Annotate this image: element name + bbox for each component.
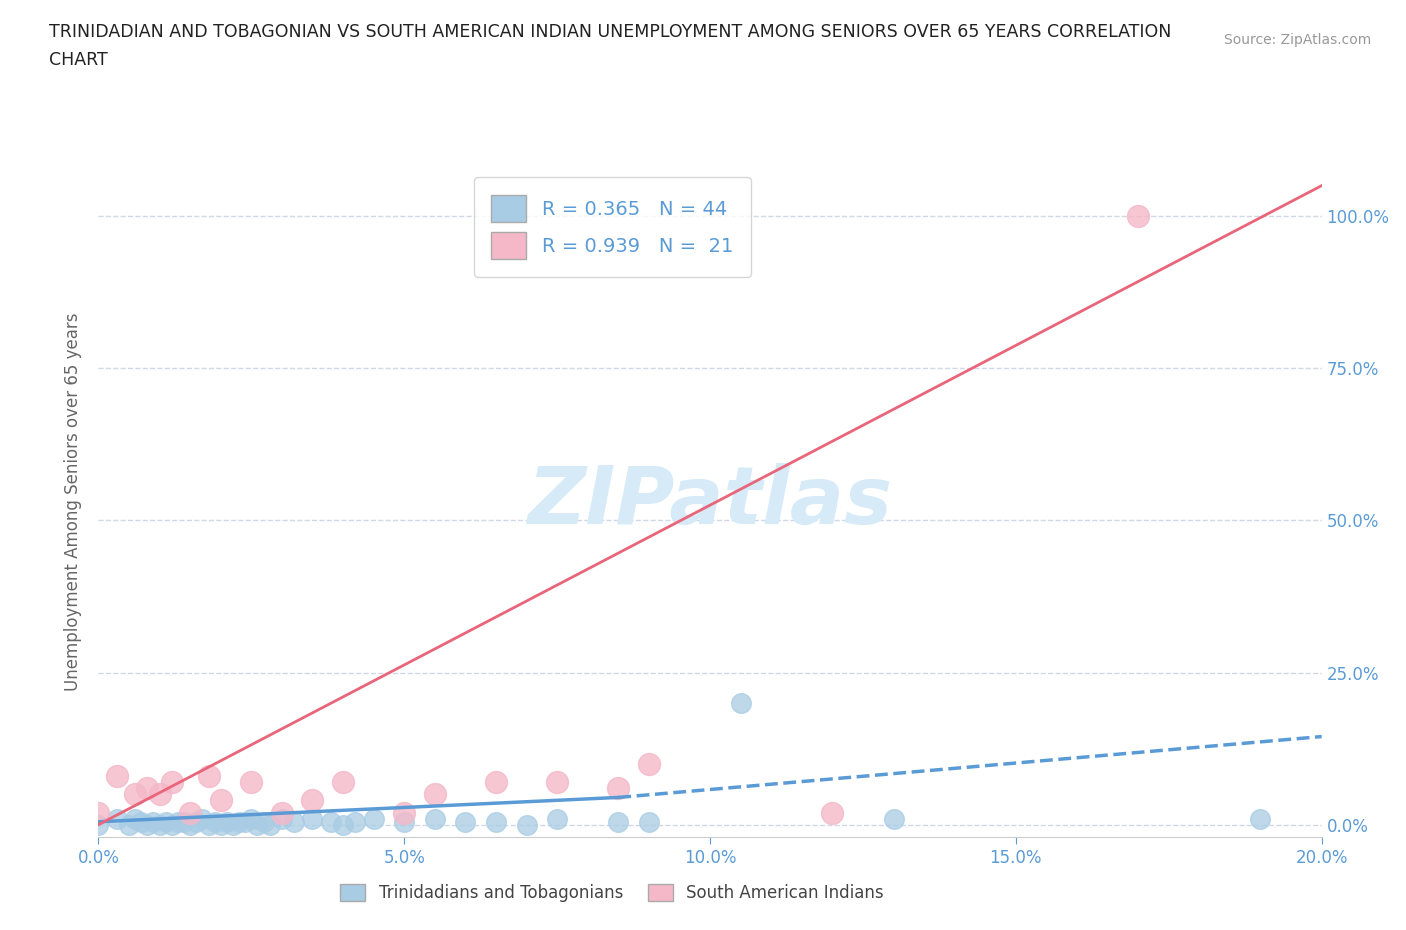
Point (516, 817, 538, 832)
Point (149, 817, 172, 832)
Point (259, 817, 281, 832)
Point (155, 815, 177, 830)
Point (136, 817, 159, 832)
Point (821, 805, 844, 820)
Point (332, 817, 354, 832)
Point (607, 781, 630, 796)
Point (209, 817, 232, 832)
Point (240, 811, 263, 826)
Point (186, 815, 208, 830)
Point (233, 815, 256, 830)
Point (179, 805, 201, 820)
Point (105, 769, 128, 784)
Point (332, 775, 354, 790)
Point (270, 805, 292, 820)
Point (240, 775, 263, 790)
Point (392, 815, 416, 830)
Point (197, 817, 219, 832)
Point (1249, 811, 1271, 826)
Point (344, 815, 367, 830)
Point (129, 815, 152, 830)
Point (485, 815, 508, 830)
Point (637, 815, 661, 830)
Point (124, 787, 146, 802)
Point (546, 811, 568, 826)
Point (1128, 208, 1150, 223)
Point (270, 811, 292, 826)
Point (392, 805, 416, 820)
Point (246, 817, 269, 832)
Point (485, 775, 508, 790)
Point (142, 815, 165, 830)
Point (283, 815, 305, 830)
Point (637, 756, 661, 771)
Point (301, 793, 323, 808)
Text: TRINIDADIAN AND TOBAGONIAN VS SOUTH AMERICAN INDIAN UNEMPLOYMENT AMONG SENIORS O: TRINIDADIAN AND TOBAGONIAN VS SOUTH AMER… (49, 23, 1171, 41)
Point (301, 811, 323, 826)
Point (222, 817, 245, 832)
Point (87, 805, 110, 820)
Point (252, 815, 274, 830)
Point (136, 781, 159, 796)
Point (454, 815, 477, 830)
Point (607, 815, 630, 830)
Point (167, 815, 190, 830)
Point (105, 811, 128, 826)
Point (546, 775, 568, 790)
Point (423, 811, 446, 826)
Text: ZIPatlas: ZIPatlas (527, 463, 893, 541)
Point (363, 811, 385, 826)
Point (191, 811, 214, 826)
Legend: Trinidadians and Tobagonians, South American Indians: Trinidadians and Tobagonians, South Amer… (333, 878, 890, 909)
Point (124, 811, 146, 826)
Point (87, 817, 110, 832)
Point (179, 817, 201, 832)
Point (118, 817, 141, 832)
Point (883, 811, 905, 826)
Point (209, 793, 232, 808)
Point (197, 769, 219, 784)
Point (215, 815, 238, 830)
Point (730, 696, 752, 711)
Point (423, 787, 446, 802)
Point (204, 815, 226, 830)
Y-axis label: Unemployment Among Seniors over 65 years: Unemployment Among Seniors over 65 years (65, 313, 83, 691)
Point (160, 817, 183, 832)
Point (228, 815, 250, 830)
Text: CHART: CHART (49, 51, 108, 69)
Point (149, 787, 172, 802)
Point (160, 775, 183, 790)
Point (173, 815, 195, 830)
Text: Source: ZipAtlas.com: Source: ZipAtlas.com (1223, 33, 1371, 46)
Point (319, 815, 342, 830)
